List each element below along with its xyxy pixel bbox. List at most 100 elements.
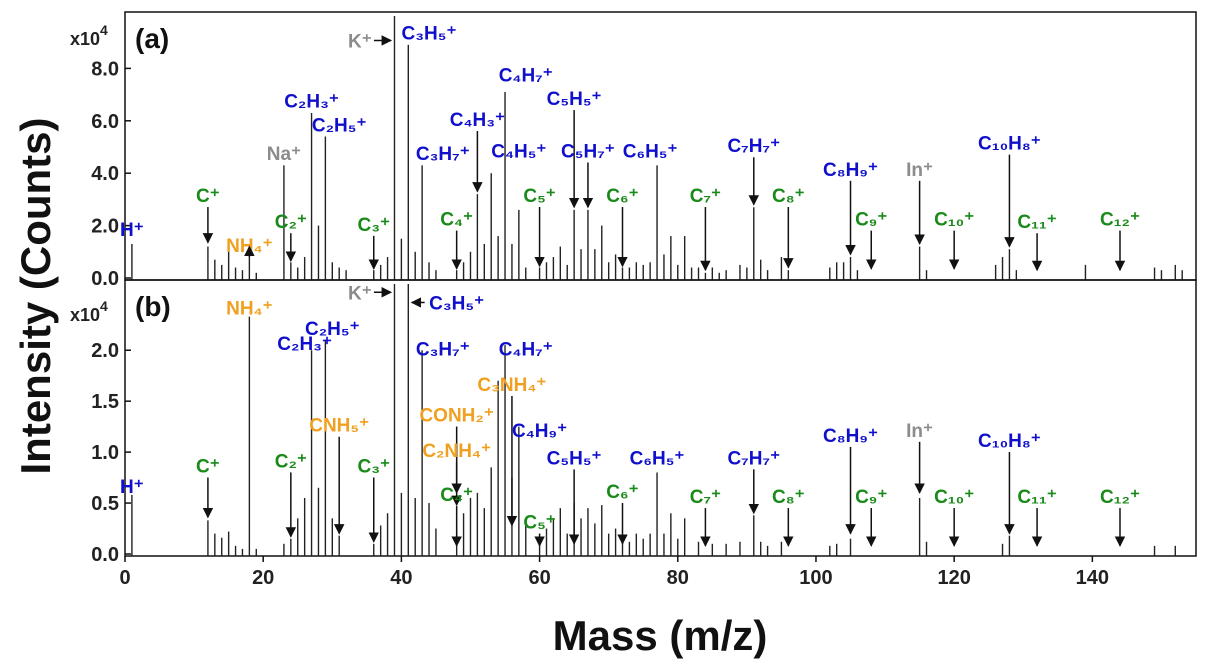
panel-a-label-text: C₄H₃⁺ xyxy=(450,110,505,131)
panel-b-label: In⁺ xyxy=(906,421,933,494)
panel-b-label-text: H⁺ xyxy=(120,477,144,498)
panel-a-label: C₁₂⁺ xyxy=(1100,210,1140,272)
panel-a-label: C₇⁺ xyxy=(690,186,721,272)
panel-a-label-text: C₆⁺ xyxy=(606,186,638,207)
panel-b-label: C₂H₅⁺ xyxy=(305,319,360,340)
panel-b-multiplier-exp: 4 xyxy=(100,298,108,314)
panel-a-label-text: C⁺ xyxy=(196,186,220,207)
panel-b-label-text: C₁₀⁺ xyxy=(934,487,974,508)
panel-b-label: C₅H₅⁺ xyxy=(547,448,602,545)
panel-b-label: C₇⁺ xyxy=(690,487,721,547)
panel-b-label-text: C₆H₅⁺ xyxy=(630,448,685,469)
panel-b-y-tick-label: 0.0 xyxy=(91,544,119,566)
panel-a-label-text: C₄H₅⁺ xyxy=(491,141,546,162)
x-axis-title: Mass (m/z) xyxy=(553,612,768,659)
panel-b-label-text: C₃NH₄⁺ xyxy=(477,375,546,396)
panel-a-label: C₃H₅⁺ xyxy=(402,24,457,45)
panel-b-label: C₉⁺ xyxy=(855,487,887,547)
panel-a-label: C₁₁⁺ xyxy=(1017,212,1057,272)
panel-b-label-text: C₇⁺ xyxy=(690,487,721,508)
panel-a-label: C₁₀H₈⁺ xyxy=(978,134,1041,248)
panel-b-label-text: C₃H₇⁺ xyxy=(416,339,470,360)
panel-a-y-tick-label: 6.0 xyxy=(91,111,119,133)
panel-a-label-text: C₃H₅⁺ xyxy=(402,24,457,45)
panel-b-label-text: C₂H₃⁺ xyxy=(277,334,332,355)
panel-a: (a) x104 0.0 2.0 4.0 6.0 8.0 H⁺ C⁺ NH₄⁺ Na⁺ C₂⁺ C… xyxy=(70,11,1197,290)
panel-b-label: C₁₁⁺ xyxy=(1017,487,1057,547)
panel-a-label-text: C₂⁺ xyxy=(275,212,307,233)
panel-a-label: NH₄⁺ xyxy=(226,236,273,257)
panel-a-label: C₅⁺ xyxy=(523,186,556,268)
x-axis-tick-label: 0 xyxy=(119,567,130,589)
panel-a-y-tick-label: 4.0 xyxy=(91,163,119,185)
panel-a-label: C₈⁺ xyxy=(772,186,805,269)
panel-b-label-text: C₂H₅⁺ xyxy=(305,319,360,340)
panel-a-label-text: C₅H₅⁺ xyxy=(547,89,602,110)
panel-a-multiplier: x104 xyxy=(70,22,108,49)
panel-b-label: C₂⁺ xyxy=(275,451,307,538)
panel-a-label-text: C₂H₅⁺ xyxy=(312,115,367,136)
panel-b-label-text: C₄H₉⁺ xyxy=(512,421,567,442)
panel-b-label: C₃⁺ xyxy=(357,456,390,543)
panel-a-y-tick-label: 0.0 xyxy=(91,268,119,290)
panel-b-label-text: C₅H₅⁺ xyxy=(547,448,602,469)
panel-b-label-text: C₅⁺ xyxy=(523,513,555,534)
panel-a-multiplier-exp: 4 xyxy=(100,22,108,38)
panel-b-tag: (b) xyxy=(135,291,171,322)
panel-a-label-text: Na⁺ xyxy=(267,144,301,165)
panel-a-label-text: C₆H₅⁺ xyxy=(623,141,678,162)
panel-a-label: C₄H₃⁺ xyxy=(450,110,505,193)
panel-a-label-text: C₂H₃⁺ xyxy=(284,92,339,113)
y-axis-title: Intensity (Counts) xyxy=(12,118,59,475)
panel-b-label: C₈H₉⁺ xyxy=(823,426,878,535)
panel-a-label: C₉⁺ xyxy=(855,210,887,270)
panel-b-label: C₆⁺ xyxy=(606,482,639,545)
panel-a-label-text: K⁺ xyxy=(348,31,372,52)
panel-a-label-text: C₉⁺ xyxy=(855,210,887,231)
x-axis-tick-label: 20 xyxy=(252,567,274,589)
panel-b: (b) x104 0.0 0.5 1.0 1.5 2.0 0 20 40 60 80 100 120… xyxy=(70,279,1197,589)
panel-b-label: C₂NH₄⁺ xyxy=(422,441,491,507)
panel-a-y-tick-label: 2.0 xyxy=(91,216,119,238)
panel-a-label: C⁺ xyxy=(196,186,220,244)
panel-a-label-text: C₁₀H₈⁺ xyxy=(978,134,1041,155)
panel-b-label-text: C₈⁺ xyxy=(772,487,805,508)
panel-a-label: C₃H₇⁺ xyxy=(416,144,470,165)
panel-a-y-tick-label: 8.0 xyxy=(91,58,119,80)
x-axis-tick-label: 60 xyxy=(528,567,550,589)
panel-a-label: In⁺ xyxy=(906,160,933,245)
panel-a-label: C₅H₇⁺ xyxy=(561,141,615,209)
panel-a-label-text: C₇H₇⁺ xyxy=(727,136,780,157)
panel-a-label: C₂⁺ xyxy=(275,212,307,263)
panel-b-label-text: C₄⁺ xyxy=(440,485,473,506)
panel-b-y-tick-label: 0.5 xyxy=(91,493,119,515)
panel-a-label-text: C₁₂⁺ xyxy=(1100,210,1140,231)
panel-b-y-tick-label: 1.0 xyxy=(91,442,119,464)
panel-b-label: C₃NH₄⁺ xyxy=(477,375,546,527)
panel-b-annotations: H⁺ C⁺ NH₄⁺ C₂⁺ C₂H₃⁺C₂H₅⁺ CNH₅⁺ C₃⁺ K⁺ C₃H₅⁺ C₃H₇… xyxy=(120,283,1140,547)
panel-a-label: C₁₀⁺ xyxy=(934,210,974,270)
panel-b-label: C⁺ xyxy=(196,456,220,519)
panel-b-label-text: C₃⁺ xyxy=(357,456,390,477)
panel-a-y-ticks: 0.0 2.0 4.0 6.0 8.0 xyxy=(91,58,131,290)
panel-a-label: C₆⁺ xyxy=(606,186,639,268)
panel-a-label: H⁺ xyxy=(120,220,144,241)
panel-b-multiplier-base: x10 xyxy=(70,305,100,325)
panel-a-label-text: H⁺ xyxy=(120,220,144,241)
x-axis-tick-label: 100 xyxy=(799,567,832,589)
panel-b-label-text: C₂⁺ xyxy=(275,451,307,472)
panel-a-label: C₄⁺ xyxy=(440,210,473,270)
panel-a-label-text: C₇⁺ xyxy=(690,186,721,207)
panel-b-label-text: K⁺ xyxy=(348,283,372,304)
panel-b-label: K⁺ xyxy=(348,283,393,304)
panel-b-peaks xyxy=(131,284,1176,556)
x-axis-tick-label: 80 xyxy=(667,567,689,589)
panel-b-label-text: C₇H₇⁺ xyxy=(727,448,780,469)
panel-b-label: CNH₅⁺ xyxy=(309,416,369,535)
panel-a-label: Na⁺ xyxy=(267,144,301,165)
panel-a-label-text: C₁₀⁺ xyxy=(934,210,974,231)
panel-a-label: C₄H₅⁺ xyxy=(491,141,546,162)
panel-b-label-text: C₁₁⁺ xyxy=(1017,487,1056,508)
panel-b-label-text: In⁺ xyxy=(906,421,933,442)
